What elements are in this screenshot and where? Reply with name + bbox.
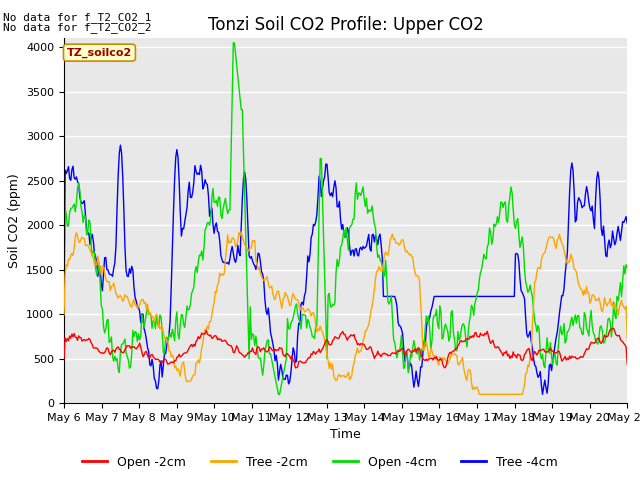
Open -4cm (612, 316, 620, 322)
Tree -4cm (623, 220, 631, 226)
Tree -4cm (397, 324, 404, 329)
Open -4cm (333, 257, 341, 263)
Tree -2cm (60, 312, 68, 318)
Open -2cm (366, 344, 374, 349)
Open -4cm (367, 208, 375, 214)
Open -2cm (292, 365, 300, 371)
Tree -4cm (523, 331, 531, 336)
Tree -4cm (366, 246, 374, 252)
Legend: Open -2cm, Tree -2cm, Open -4cm, Tree -4cm: Open -2cm, Tree -2cm, Open -4cm, Tree -4… (77, 451, 563, 474)
Open -2cm (332, 335, 340, 340)
Tree -4cm (539, 391, 547, 397)
Open -4cm (623, 265, 631, 271)
Tree -4cm (329, 194, 337, 200)
Tree -4cm (332, 185, 340, 191)
Line: Tree -2cm: Tree -2cm (64, 232, 627, 394)
Line: Open -4cm: Open -4cm (64, 43, 627, 394)
Tree -4cm (116, 142, 124, 148)
Open -4cm (330, 302, 337, 308)
Open -2cm (623, 361, 631, 367)
Tree -2cm (329, 361, 337, 367)
Tree -2cm (476, 391, 483, 397)
Tree -4cm (612, 239, 620, 244)
Y-axis label: Soil CO2 (ppm): Soil CO2 (ppm) (8, 173, 20, 268)
Tree -2cm (612, 305, 620, 311)
Open -2cm (612, 332, 620, 337)
Open -2cm (329, 337, 337, 343)
Open -4cm (275, 391, 282, 397)
X-axis label: Time: Time (330, 429, 361, 442)
Text: No data for f_T2_CO2_2: No data for f_T2_CO2_2 (3, 22, 152, 33)
Tree -2cm (332, 378, 340, 384)
Open -4cm (397, 332, 405, 338)
Tree -2cm (524, 362, 532, 368)
Tree -2cm (366, 316, 374, 322)
Open -2cm (397, 348, 404, 354)
Open -2cm (523, 348, 531, 353)
Open -2cm (610, 325, 618, 331)
Tree -2cm (397, 240, 404, 246)
Line: Open -2cm: Open -2cm (64, 328, 627, 368)
Tree -4cm (60, 286, 68, 291)
Line: Tree -4cm: Tree -4cm (64, 145, 627, 394)
Text: No data for f_T2_CO2_1: No data for f_T2_CO2_1 (3, 12, 152, 23)
Tree -2cm (237, 229, 245, 235)
Open -4cm (60, 299, 68, 305)
Open -2cm (60, 356, 68, 362)
Text: TZ_soilco2: TZ_soilco2 (67, 48, 132, 58)
Tree -2cm (623, 335, 631, 341)
Open -4cm (230, 40, 237, 46)
Open -4cm (524, 289, 532, 295)
Title: Tonzi Soil CO2 Profile: Upper CO2: Tonzi Soil CO2 Profile: Upper CO2 (208, 16, 483, 34)
